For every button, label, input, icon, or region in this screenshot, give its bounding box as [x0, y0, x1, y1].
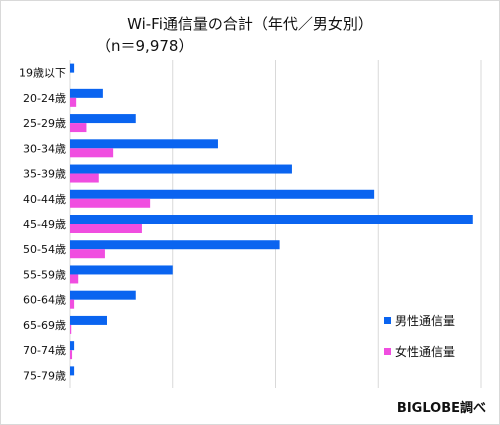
chart-subtitle: （n＝9,978） [96, 37, 194, 55]
y-tick-label: 40-44歳 [23, 193, 66, 206]
legend-male-swatch [384, 317, 391, 324]
bar-male [70, 366, 75, 376]
bar-female [70, 299, 75, 309]
y-tick-label: 45-49歳 [23, 218, 66, 231]
bar-female [70, 173, 99, 183]
bar-male [70, 315, 107, 325]
chart-title: Wi-Fi通信量の合計（年代／男女別） [127, 15, 373, 33]
bar-male [70, 139, 218, 149]
y-tick-label: 55-59歳 [23, 268, 66, 281]
y-tick-label: 50-54歳 [23, 243, 66, 256]
y-tick-label: 35-39歳 [23, 168, 66, 181]
y-tick-label: 60-64歳 [23, 294, 66, 307]
bar-female [70, 249, 105, 259]
y-tick-label: 19歳以下 [19, 67, 66, 80]
y-tick-label: 25-29歳 [23, 117, 66, 130]
bar-female [70, 274, 79, 284]
legend-male: 男性通信量 [384, 312, 455, 329]
y-tick-label: 75-79歳 [23, 369, 66, 382]
bar-male [70, 265, 173, 275]
bar-male [70, 88, 103, 98]
source-note: BIGLOBE調べ [396, 401, 486, 416]
bar-female [70, 224, 142, 233]
y-tick-label: 30-34歳 [23, 142, 66, 155]
legend-female: 女性通信量 [384, 343, 455, 360]
bar-female [70, 350, 73, 360]
bar-male [70, 341, 75, 351]
bar-male [70, 189, 375, 199]
bar-male [70, 114, 136, 124]
y-tick-label: 65-69歳 [23, 319, 66, 332]
bar-female [70, 97, 77, 107]
bar-male [70, 63, 75, 73]
bar-female [70, 198, 151, 208]
legend-female-swatch [384, 348, 391, 355]
bar-female [70, 148, 114, 158]
y-tick-label: 20-24歳 [23, 92, 66, 105]
legend-female-label: 女性通信量 [395, 345, 456, 359]
bar-male [70, 164, 292, 174]
y-tick-label: 70-74歳 [23, 344, 66, 357]
bar-male [70, 240, 280, 250]
bar-female [70, 324, 72, 334]
bar-male [70, 215, 473, 224]
bar-female [70, 123, 87, 133]
bar-male [70, 290, 136, 300]
legend-male-label: 男性通信量 [395, 314, 456, 328]
